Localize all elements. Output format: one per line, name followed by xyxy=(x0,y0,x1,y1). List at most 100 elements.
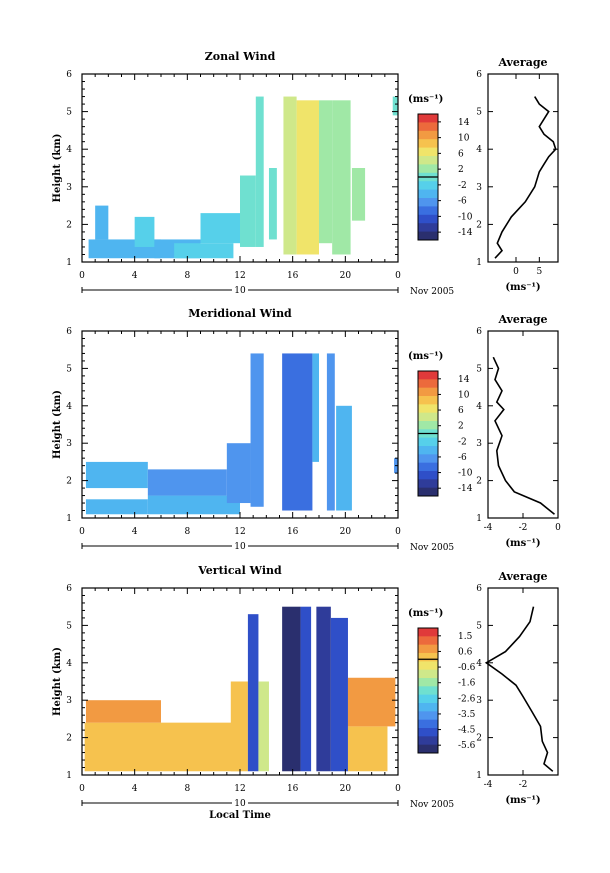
profile-y-tick-label: 6 xyxy=(476,70,482,80)
y-tick-label: 2 xyxy=(66,220,72,230)
x-tick-label: 8 xyxy=(184,271,190,281)
x-tick-label: 0 xyxy=(395,527,401,537)
x-tick-label: 16 xyxy=(287,271,299,281)
heatmap-cell xyxy=(247,614,259,772)
date-label-bg xyxy=(232,285,248,295)
colorbar-unit: (ms⁻¹) xyxy=(408,351,443,362)
heatmap-cell xyxy=(392,96,398,116)
colorbar-swatch xyxy=(418,487,438,497)
y-tick-label: 1 xyxy=(66,258,72,268)
colorbar-swatch xyxy=(418,206,438,216)
profile-title: Average xyxy=(497,570,547,583)
colorbar-swatch xyxy=(418,198,438,207)
colorbar-swatch xyxy=(418,437,438,447)
heatmap-cell xyxy=(200,213,240,244)
x-tick-label: 0 xyxy=(79,527,85,537)
x-tick-label: 4 xyxy=(132,527,138,537)
colorbar-swatch xyxy=(418,661,438,671)
colorbar-swatch xyxy=(418,130,438,140)
y-tick-label: 2 xyxy=(66,477,72,487)
x-tick-label: 0 xyxy=(395,271,401,281)
heatmap-cell xyxy=(332,100,351,255)
heatmap-cell xyxy=(258,681,269,772)
heatmap-cell xyxy=(85,461,148,489)
profile-frame xyxy=(487,330,559,519)
heatmap-cell xyxy=(84,722,240,772)
profile-y-tick-label: 1 xyxy=(476,514,482,524)
heatmap-cell xyxy=(226,443,251,504)
colorbar-swatch xyxy=(418,711,438,721)
colorbar-swatch xyxy=(418,446,438,455)
colorbar-swatch xyxy=(418,404,438,414)
y-tick-label: 1 xyxy=(66,771,72,781)
x-tick-label: 16 xyxy=(287,527,299,537)
colorbar-tick-label: 14 xyxy=(458,375,470,385)
colorbar-swatch xyxy=(418,686,438,696)
colorbar-tick-label: -0.6 xyxy=(458,663,476,673)
profile-y-tick-label: 3 xyxy=(476,696,482,706)
x-tick-label: 12 xyxy=(234,527,245,537)
date-label-bg xyxy=(232,798,248,808)
profile-y-tick-label: 6 xyxy=(476,327,482,337)
y-tick-label: 5 xyxy=(66,364,72,374)
profile-y-tick-label: 1 xyxy=(476,771,482,781)
x-tick-label: 0 xyxy=(395,784,401,794)
profile-x-label: (ms⁻¹) xyxy=(505,795,540,806)
profile-line xyxy=(484,606,554,772)
profile-line xyxy=(492,356,556,515)
panel-title: Meridional Wind xyxy=(188,307,292,320)
x-axis-label: Local Time xyxy=(209,810,271,821)
heatmap-cell xyxy=(326,353,335,511)
colorbar-tick-label: 2 xyxy=(458,422,464,432)
heatmap-cell xyxy=(282,606,301,772)
colorbar-tick-label: -14 xyxy=(458,228,473,238)
panel-title: Zonal Wind xyxy=(205,50,276,63)
x-tick-label: 12 xyxy=(234,271,245,281)
profile-y-tick-label: 2 xyxy=(476,734,482,744)
colorbar-swatch xyxy=(418,694,438,704)
heatmap-cell xyxy=(316,606,331,772)
profile-y-tick-label: 2 xyxy=(476,477,482,487)
profile-x-tick-label: 0 xyxy=(555,523,561,533)
x-tick-label: 4 xyxy=(132,784,138,794)
colorbar-tick-label: -14 xyxy=(458,484,473,494)
heatmap-cell xyxy=(174,243,234,259)
profile-x-tick-label: -4 xyxy=(484,780,493,790)
colorbar-tick-label: -6 xyxy=(458,453,467,463)
y-tick-label: 3 xyxy=(66,183,72,193)
y-axis-label: Height (km) xyxy=(52,647,63,716)
colorbar-unit: (ms⁻¹) xyxy=(408,94,443,105)
heatmap-cell xyxy=(336,405,352,511)
profile-x-label: (ms⁻¹) xyxy=(505,538,540,549)
colorbar-tick-label: -2 xyxy=(458,181,467,191)
colorbar-swatch xyxy=(418,396,438,405)
heatmap-cell xyxy=(300,606,312,772)
profile-title: Average xyxy=(497,56,547,69)
x-tick-label: 16 xyxy=(287,784,299,794)
x-tick-label: 20 xyxy=(340,527,352,537)
colorbar-swatch xyxy=(418,719,438,729)
colorbar-tick-label: 0.6 xyxy=(458,647,473,657)
heatmap-cell xyxy=(347,726,388,772)
colorbar-swatch xyxy=(418,164,438,174)
profile-y-tick-label: 4 xyxy=(476,659,482,669)
date-suffix: Nov 2005 xyxy=(410,543,454,553)
y-tick-label: 3 xyxy=(66,696,72,706)
x-tick-label: 0 xyxy=(79,271,85,281)
y-tick-label: 5 xyxy=(66,108,72,118)
y-tick-label: 1 xyxy=(66,514,72,524)
profile-x-tick-label: 0 xyxy=(513,267,519,277)
colorbar-tick-label: -10 xyxy=(458,469,473,479)
profile-y-tick-label: 5 xyxy=(476,108,482,118)
x-tick-label: 12 xyxy=(234,784,245,794)
heatmap-cell xyxy=(85,700,161,723)
heatmap-cell xyxy=(347,677,396,727)
date-label: 10 xyxy=(234,799,246,809)
colorbar-tick-label: -10 xyxy=(458,212,473,222)
panel-title: Vertical Wind xyxy=(197,564,282,577)
profile-x-tick-label: -2 xyxy=(519,523,528,533)
y-tick-label: 4 xyxy=(66,402,72,412)
colorbar-swatch xyxy=(418,454,438,464)
heatmap-cell xyxy=(282,353,313,511)
date-label: 10 xyxy=(234,542,246,552)
